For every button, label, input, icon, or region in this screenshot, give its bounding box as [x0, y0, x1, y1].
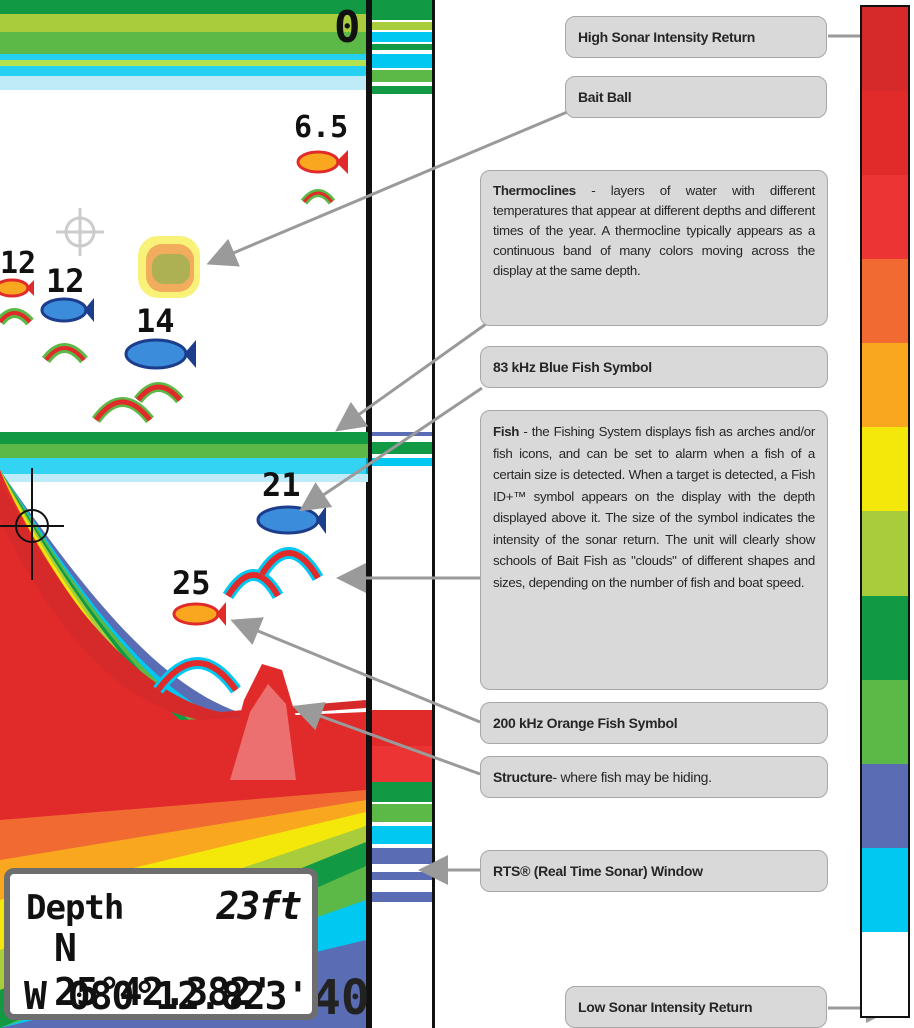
callout-structure: Structure - where fish may be hiding. — [480, 756, 828, 798]
fish-icon-orange-12 — [0, 278, 34, 298]
fish-icon-blue-12 — [40, 297, 94, 323]
callout-orange-fish: 200 kHz Orange Fish Symbol — [480, 702, 828, 744]
depth-scale-top: 0 — [334, 2, 361, 53]
callout-blue-fish: 83 kHz Blue Fish Symbol — [480, 346, 828, 388]
callout-fish: Fish - the Fishing System displays fish … — [480, 410, 828, 690]
fish-depth-label: 25 — [172, 564, 211, 602]
intensity-band — [862, 175, 908, 260]
sonar-graph — [0, 0, 432, 1028]
fish-depth-label: 21 — [262, 466, 301, 504]
fish-depth-label: 12 — [0, 246, 37, 281]
intensity-band — [862, 511, 908, 596]
sonar-display: 0 40 6.5 12 12 14 21 25 Depth 23ft N 25°… — [0, 0, 432, 1028]
cursor-crosshair-icon — [0, 468, 64, 580]
intensity-band — [862, 91, 908, 176]
intensity-band — [862, 259, 908, 344]
intensity-band — [862, 427, 908, 512]
fish-depth-label: 14 — [136, 302, 175, 340]
intensity-band — [862, 931, 908, 1016]
depth-scale-bottom: 40 — [312, 970, 370, 1026]
callout-bait-ball: Bait Ball — [565, 76, 827, 118]
fish-depth-label: 6.5 — [294, 110, 349, 145]
intensity-band — [862, 763, 908, 848]
fish-icon-orange-25 — [172, 602, 226, 626]
fish-separator: - — [519, 424, 532, 439]
depth-label: Depth — [26, 888, 124, 928]
fish-arches — [0, 189, 336, 694]
depth-position-readout: Depth 23ft N 25°42.382' W 080°12.823' — [4, 868, 318, 1020]
longitude-value: W 080°12.823' — [24, 974, 309, 1018]
callout-rts-window: RTS® (Real Time Sonar) Window — [480, 850, 828, 892]
fish-description: the Fishing System displays fish as arch… — [493, 424, 816, 590]
bait-ball-cloud — [138, 236, 200, 298]
fish-depth-label: 12 — [46, 262, 85, 300]
structure-description: - where fish may be hiding. — [552, 769, 713, 785]
depth-value: 23ft — [216, 884, 302, 928]
thermoclines-description: layers of water with different temperatu… — [493, 183, 815, 278]
intensity-band — [862, 343, 908, 428]
callout-thermoclines: Thermoclines - layers of water with diff… — [480, 170, 828, 326]
intensity-band — [862, 847, 908, 932]
panel-divider — [432, 0, 435, 1028]
structure-term: Structure — [493, 769, 553, 785]
intensity-band — [862, 595, 908, 680]
intensity-band — [862, 679, 908, 764]
fish-icon-blue-21 — [256, 505, 326, 535]
fish-term: Fish — [493, 424, 520, 439]
fish-icon-orange-65 — [296, 150, 348, 174]
intensity-color-scale — [860, 5, 910, 1018]
intensity-band — [862, 7, 908, 92]
cursor-ghost-icon — [56, 208, 104, 256]
thermoclines-separator: - — [575, 183, 611, 198]
thermoclines-term: Thermoclines — [493, 183, 576, 198]
fish-icon-blue-14 — [124, 338, 196, 370]
callout-low-intensity: Low Sonar Intensity Return — [565, 986, 827, 1028]
latitude-value: N 25°42.382' — [54, 926, 274, 1014]
callout-high-intensity: High Sonar Intensity Return — [565, 16, 827, 58]
